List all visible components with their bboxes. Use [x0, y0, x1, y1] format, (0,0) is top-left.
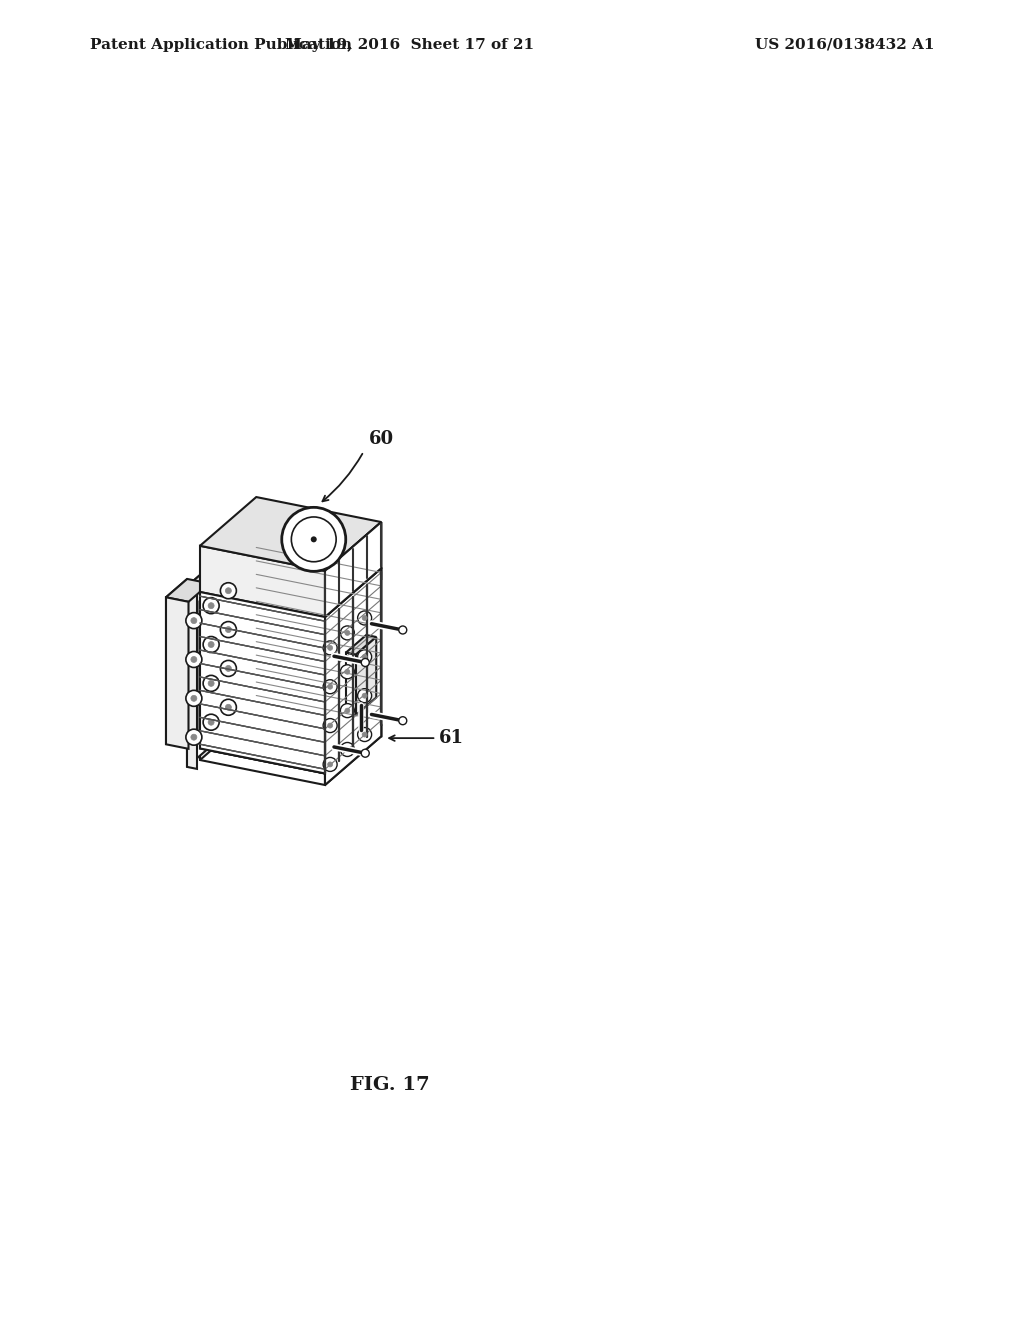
Circle shape — [340, 626, 354, 640]
Circle shape — [362, 693, 368, 698]
Circle shape — [225, 627, 231, 632]
Polygon shape — [376, 568, 381, 725]
Circle shape — [340, 665, 354, 678]
Polygon shape — [319, 616, 325, 774]
Polygon shape — [187, 586, 197, 768]
Polygon shape — [166, 579, 210, 602]
Circle shape — [328, 684, 333, 689]
Polygon shape — [200, 700, 381, 774]
Circle shape — [220, 622, 237, 638]
Text: FIG. 17: FIG. 17 — [350, 1076, 430, 1094]
Polygon shape — [356, 638, 376, 715]
Circle shape — [324, 758, 337, 771]
Circle shape — [362, 615, 368, 620]
Polygon shape — [200, 748, 325, 785]
Text: US 2016/0138432 A1: US 2016/0138432 A1 — [755, 38, 935, 51]
Polygon shape — [200, 591, 325, 774]
Polygon shape — [346, 652, 356, 715]
Circle shape — [362, 733, 368, 737]
Circle shape — [225, 705, 231, 710]
Polygon shape — [346, 635, 376, 655]
Polygon shape — [325, 521, 381, 616]
Polygon shape — [200, 591, 325, 774]
Circle shape — [186, 612, 202, 628]
Circle shape — [190, 656, 197, 663]
Circle shape — [225, 587, 231, 594]
Circle shape — [208, 719, 214, 725]
Text: 60: 60 — [369, 430, 394, 449]
Circle shape — [328, 645, 333, 651]
Polygon shape — [200, 545, 325, 616]
Circle shape — [190, 734, 197, 741]
Circle shape — [361, 750, 370, 758]
Polygon shape — [200, 598, 204, 733]
Polygon shape — [166, 579, 187, 744]
Circle shape — [362, 655, 368, 659]
Polygon shape — [187, 532, 259, 589]
Polygon shape — [325, 725, 381, 785]
Polygon shape — [231, 570, 236, 705]
Text: Patent Application Publication: Patent Application Publication — [90, 38, 352, 51]
Circle shape — [208, 642, 214, 648]
Polygon shape — [256, 700, 381, 737]
Text: May 19, 2016  Sheet 17 of 21: May 19, 2016 Sheet 17 of 21 — [286, 38, 535, 51]
Text: 61: 61 — [439, 729, 464, 747]
Circle shape — [357, 649, 372, 664]
Circle shape — [203, 714, 219, 730]
Circle shape — [208, 603, 214, 609]
Circle shape — [345, 631, 350, 635]
Circle shape — [328, 723, 333, 729]
Circle shape — [190, 696, 197, 701]
Circle shape — [398, 626, 407, 634]
Circle shape — [282, 507, 346, 572]
Circle shape — [203, 636, 219, 652]
Circle shape — [186, 729, 202, 746]
Circle shape — [357, 727, 372, 742]
Circle shape — [345, 708, 350, 713]
Circle shape — [324, 718, 337, 733]
Polygon shape — [187, 532, 249, 767]
Circle shape — [357, 611, 372, 624]
Circle shape — [310, 536, 316, 543]
Polygon shape — [200, 498, 381, 570]
Circle shape — [345, 669, 350, 675]
Circle shape — [340, 704, 354, 718]
Circle shape — [328, 762, 333, 767]
Polygon shape — [325, 521, 381, 616]
Circle shape — [190, 618, 197, 623]
Circle shape — [361, 659, 370, 667]
Circle shape — [345, 747, 350, 752]
Circle shape — [340, 742, 354, 756]
Polygon shape — [166, 597, 188, 748]
Polygon shape — [325, 568, 381, 785]
Circle shape — [324, 680, 337, 694]
Polygon shape — [200, 700, 256, 760]
Polygon shape — [306, 537, 322, 566]
Circle shape — [203, 598, 219, 614]
Circle shape — [324, 642, 337, 655]
Circle shape — [225, 665, 231, 672]
Circle shape — [203, 676, 219, 692]
Circle shape — [220, 582, 237, 599]
Circle shape — [398, 717, 407, 725]
Circle shape — [186, 690, 202, 706]
Circle shape — [208, 680, 214, 686]
Polygon shape — [256, 544, 381, 578]
Circle shape — [357, 689, 372, 702]
Circle shape — [220, 700, 237, 715]
Circle shape — [186, 652, 202, 668]
Circle shape — [220, 660, 237, 676]
